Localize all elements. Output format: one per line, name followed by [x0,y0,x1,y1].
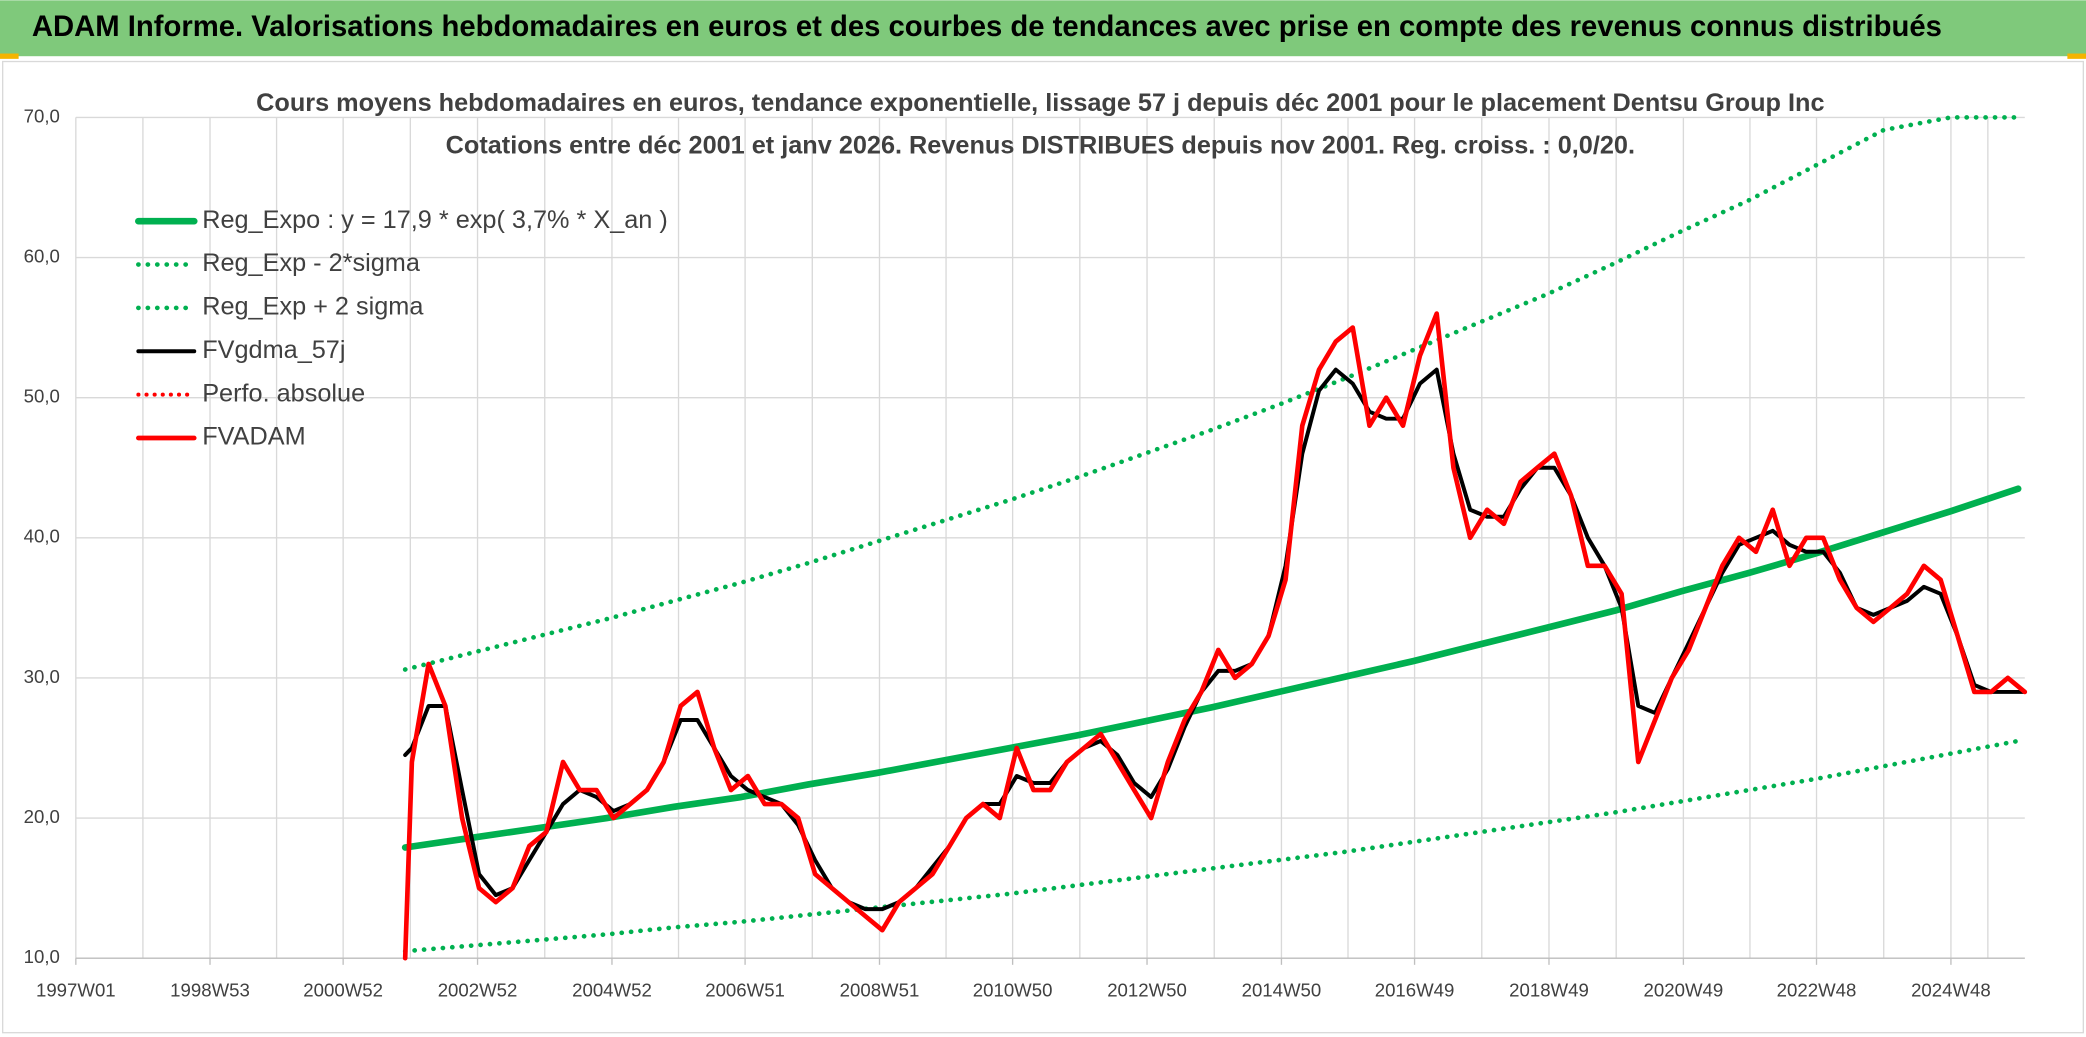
legend-label: FVADAM [202,423,305,451]
legend: Reg_Expo : y = 17,9 * exp( 3,7% * X_an )… [135,206,668,451]
banner-corner [2067,53,2086,59]
y-tick-label: 30,0 [24,666,60,687]
legend-label: FVgdma_57j [202,336,345,364]
x-tick-label: 2004W52 [572,979,652,1000]
x-tick-label: 2014W50 [1242,979,1322,1000]
series-line [402,738,2021,954]
x-tick-label: 2010W50 [973,979,1053,1000]
title-banner [0,0,2086,57]
chart-title: Cours moyens hebdomadaires en euros, ten… [256,89,1824,117]
chart-frame [1,60,2085,1034]
x-tick-label: 2000W52 [303,979,383,1000]
y-tick-label: 10,0 [24,946,60,967]
page-title: ADAM Informe. Valorisations hebdomadaire… [32,11,1942,43]
y-tick-label: 60,0 [24,245,60,266]
banner-corner [0,53,19,59]
y-tick-label: 40,0 [24,526,60,547]
grid: 10,0 20,0 30,0 40,0 50,0 60,0 70,0 1997W01 1998W… [24,105,2025,1000]
x-tick-label: 1998W53 [170,979,250,1000]
legend-label: Reg_Exp + 2 sigma [202,293,424,321]
legend-label: Perfo. absolue [202,379,365,407]
series-line [401,485,2022,851]
x-tick-label: 2012W50 [1107,979,1187,1000]
x-tick-label: 2006W51 [705,979,785,1000]
plot-lines [401,115,2028,961]
x-tick-label: 2020W49 [1644,979,1724,1000]
x-tick-label: 2018W49 [1509,979,1589,1000]
y-tick-label: 20,0 [24,806,60,827]
x-tick-label: 2002W52 [438,979,518,1000]
x-tick-label: 2008W51 [840,979,920,1000]
legend-label: Reg_Expo : y = 17,9 * exp( 3,7% * X_an ) [202,206,668,234]
series-line [402,115,2021,672]
y-tick-label: 70,0 [24,105,60,126]
x-tick-label: 2016W49 [1375,979,1455,1000]
x-tick-label: 1997W01 [36,979,116,1000]
x-tick-label: 2022W48 [1777,979,1857,1000]
series-line [402,311,2028,961]
series-line [403,311,2027,961]
chart-subtitle: Cotations entre déc 2001 et janv 2026. R… [446,131,1635,159]
y-tick-label: 50,0 [24,386,60,407]
legend-label: Reg_Exp - 2*sigma [202,249,421,277]
x-tick-label: 2024W48 [1911,979,1991,1000]
series-line [403,367,2027,912]
